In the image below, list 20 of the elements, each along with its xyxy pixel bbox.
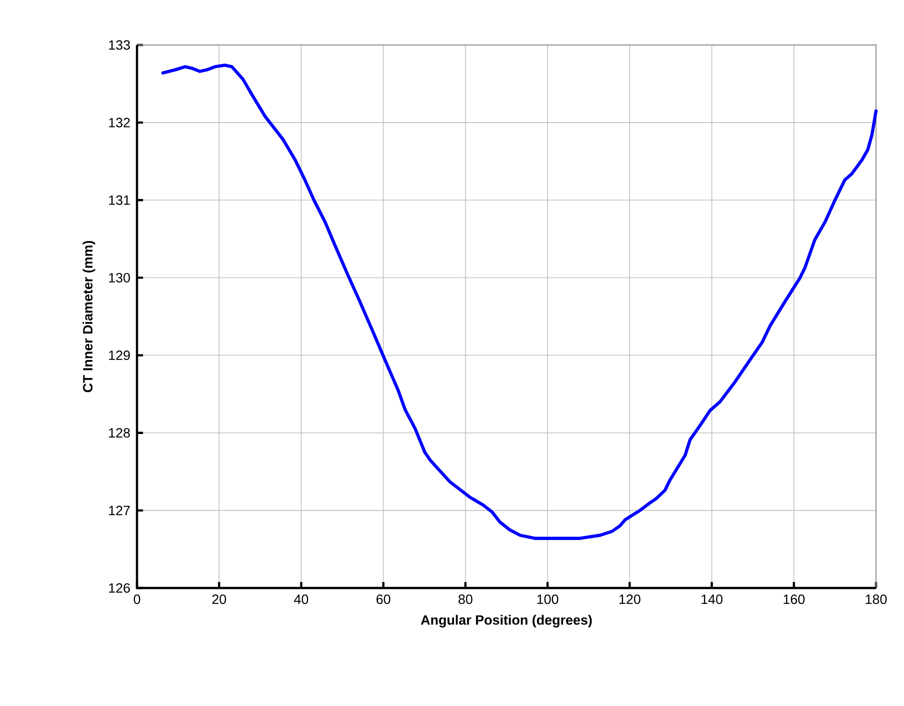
y-tick-label: 132 xyxy=(109,118,130,128)
x-tick-label: 140 xyxy=(702,594,722,604)
y-tick-label: 128 xyxy=(109,428,130,438)
x-tick-label: 100 xyxy=(537,594,558,604)
x-axis-title: Angular Position (degrees) xyxy=(420,614,592,628)
x-tick-label: 80 xyxy=(458,594,472,604)
x-tick-label: 40 xyxy=(294,594,308,604)
y-tick-label: 129 xyxy=(109,350,130,360)
y-tick-label: 126 xyxy=(109,583,130,593)
y-axis-title: CT Inner Diameter (mm) xyxy=(82,240,96,392)
x-tick-label: 20 xyxy=(212,594,226,604)
x-tick-label: 160 xyxy=(784,594,805,604)
x-tick-label: 60 xyxy=(376,594,390,604)
x-tick-label: 180 xyxy=(866,594,887,604)
y-tick-label: 133 xyxy=(109,40,130,50)
x-tick-label: 0 xyxy=(134,594,140,604)
x-tick-label: 120 xyxy=(619,594,640,604)
y-tick-label: 131 xyxy=(109,195,130,205)
y-tick-label: 130 xyxy=(109,272,130,282)
y-tick-label: 127 xyxy=(109,506,130,516)
